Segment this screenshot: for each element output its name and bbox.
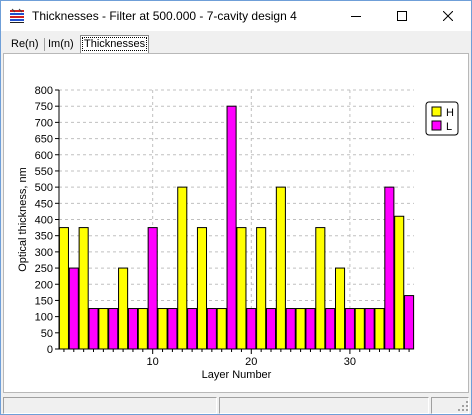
bar-h-layer-21 — [256, 227, 267, 350]
bar-h-layer-11 — [157, 308, 168, 350]
y-tick-label: 600 — [35, 150, 53, 162]
tab-separator — [44, 38, 45, 51]
y-tick-label: 750 — [35, 101, 53, 113]
bar-l-layer-34 — [384, 186, 395, 350]
bar-l-layer-6 — [108, 308, 119, 350]
bar-l-layer-32 — [364, 308, 375, 350]
bar-l-layer-18 — [226, 105, 237, 350]
y-tick-label: 650 — [35, 134, 53, 146]
thickness-bar-chart: 0 50 100 150 200 250 300 350 400 450 500 550 600 650 7… — [17, 85, 459, 381]
legend-swatch-l — [431, 120, 442, 131]
x-axis-label: Layer Number — [202, 369, 272, 381]
bar-l-layer-16 — [206, 308, 217, 350]
legend-label-l: L — [446, 121, 452, 133]
bar-l-layer-10 — [147, 227, 158, 350]
y-tick-label: 450 — [35, 198, 53, 210]
tab-im-n[interactable]: Im(n) — [48, 38, 74, 50]
bar-h-layer-13 — [177, 186, 188, 350]
bar-h-layer-1 — [58, 227, 69, 350]
y-tick-label: 700 — [35, 117, 53, 129]
x-tick-label: 20 — [245, 356, 257, 368]
status-pane-2 — [219, 397, 429, 414]
bar-l-layer-28 — [325, 308, 336, 350]
bar-h-layer-9 — [137, 308, 148, 350]
x-tick-label: 30 — [344, 356, 356, 368]
bar-h-layer-35 — [394, 215, 405, 350]
maximize-icon — [397, 11, 407, 21]
tab-re-n[interactable]: Re(n) — [11, 38, 39, 50]
bar-h-layer-3 — [78, 227, 89, 350]
window-title: Thicknesses - Filter at 500.000 - 7-cavi… — [32, 9, 297, 23]
bar-h-layer-5 — [98, 308, 109, 350]
legend-swatch-h — [431, 106, 442, 117]
y-tick-label: 200 — [35, 279, 53, 291]
y-tick-label: 500 — [35, 182, 53, 194]
bar-l-layer-22 — [265, 308, 277, 350]
bar-l-layer-2 — [68, 267, 79, 350]
status-pane-3 — [431, 397, 469, 414]
bar-h-layer-29 — [335, 267, 346, 350]
tab-thicknesses[interactable]: Thicknesses — [80, 35, 150, 53]
legend-label-h: H — [446, 107, 454, 119]
bar-l-layer-36 — [404, 295, 415, 350]
bar-l-layer-24 — [285, 308, 296, 350]
y-tick-label: 0 — [47, 344, 53, 356]
bar-h-layer-25 — [295, 308, 306, 350]
bar-l-layer-20 — [246, 308, 257, 350]
bar-h-layer-15 — [196, 227, 208, 350]
bar-h-layer-33 — [374, 308, 385, 350]
bar-l-layer-26 — [305, 308, 316, 350]
bar-h-layer-27 — [315, 227, 326, 350]
bar-l-layer-30 — [344, 308, 355, 350]
y-axis-label: Optical thickness, nm — [17, 167, 29, 272]
close-icon — [443, 11, 453, 21]
bar-h-layer-19 — [236, 227, 247, 350]
y-tick-label: 300 — [35, 247, 53, 259]
status-bar — [1, 395, 471, 414]
title-bar[interactable]: Thicknesses - Filter at 500.000 - 7-cavi… — [1, 1, 471, 31]
resize-grip-icon[interactable] — [457, 400, 469, 412]
maximize-button[interactable] — [379, 1, 425, 31]
y-tick-label: 800 — [35, 85, 53, 97]
y-tick-label: 100 — [35, 312, 53, 324]
y-tick-label: 250 — [35, 263, 53, 275]
close-button[interactable] — [425, 1, 471, 31]
y-tick-label: 350 — [35, 231, 53, 243]
y-tick-label: 150 — [35, 295, 53, 307]
minimize-button[interactable] — [333, 1, 379, 31]
y-tick-label: 400 — [35, 215, 53, 227]
coating-layers-icon — [10, 8, 24, 23]
y-tick-label: 50 — [41, 328, 53, 340]
status-pane-1 — [3, 397, 217, 414]
bar-l-layer-4 — [88, 308, 99, 350]
bar-l-layer-12 — [167, 308, 178, 350]
bar-h-layer-31 — [354, 308, 365, 350]
bar-h-layer-7 — [118, 267, 129, 350]
minimize-icon — [351, 16, 361, 17]
bar-l-layer-8 — [127, 308, 138, 350]
tab-strip: Re(n) Im(n) Thicknesses — [1, 31, 471, 53]
bar-h-layer-17 — [216, 308, 227, 350]
bar-l-layer-14 — [187, 308, 198, 350]
chart-panel: 0 50 100 150 200 250 300 350 400 450 500 550 600 650 7… — [3, 53, 469, 393]
x-tick-label: 10 — [147, 356, 159, 368]
y-tick-label: 550 — [35, 166, 53, 178]
bar-h-layer-23 — [275, 186, 286, 350]
